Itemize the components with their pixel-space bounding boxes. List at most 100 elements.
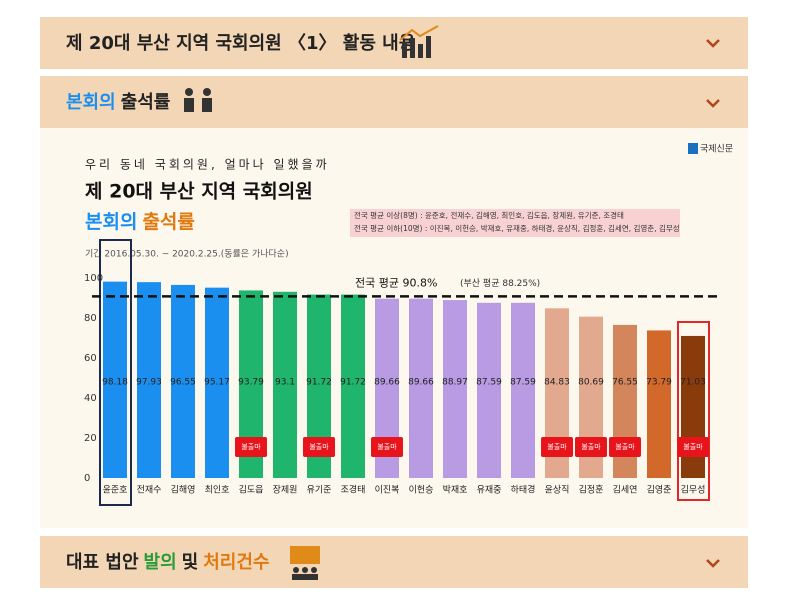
reference-note: (부산 평균 88.25%) (460, 278, 540, 289)
section-bar[interactable] (40, 76, 748, 128)
title-part: 발의 (144, 552, 177, 573)
chart: 우리 동네 국회의원, 얼마나 일했을까 제 20대 부산 지역 국회의원 본회… (84, 143, 733, 506)
x-tick-label: 이헌승 (409, 485, 434, 496)
chevron[interactable] (706, 39, 720, 48)
y-tick-label: 20 (84, 433, 97, 444)
y-tick-label: 0 (84, 473, 90, 484)
bar (103, 281, 127, 478)
value-label: 76.55 (612, 378, 638, 388)
period: 기간 2016.05.30. ~ 2020.2.25.(동률은 가나다순) (85, 249, 289, 260)
x-tick-label: 김해영 (171, 484, 196, 496)
chart-kicker: 우리 동네 국회의원, 얼마나 일했을까 (85, 158, 330, 172)
bar (409, 298, 433, 478)
x-tick-label: 김정훈 (579, 484, 604, 496)
tag-box (609, 437, 641, 457)
bar (137, 282, 161, 478)
y-tick-label: 60 (84, 353, 97, 364)
x-tick-label: 최인호 (205, 485, 230, 496)
x-tick-label: 김세연 (613, 484, 638, 496)
value-label: 97.93 (136, 378, 162, 388)
bar (477, 302, 501, 478)
chart-icon (399, 25, 439, 58)
bar (341, 294, 365, 478)
tag: 불출마 (377, 442, 397, 451)
value-label: 98.18 (102, 378, 128, 388)
subtitle-part: 본회의 (85, 211, 137, 233)
value-label: 93.1 (275, 378, 295, 388)
tag: 불출마 (683, 442, 703, 451)
y-tick-label: 80 (84, 313, 97, 324)
bar (205, 287, 229, 478)
people-icon (184, 88, 212, 112)
bar (443, 300, 467, 478)
tag-box (575, 437, 607, 457)
highlight-box (677, 321, 710, 501)
legend-line: 전국 평균 이하(10명) : 이진복, 이헌승, 박재호, 유재중, 하태경,… (354, 223, 680, 233)
x-tick-label: 조경태 (341, 484, 366, 496)
value-label: 88.97 (442, 378, 468, 388)
value-label: 80.69 (578, 378, 604, 388)
subtitle-part: 출석률 (142, 211, 194, 233)
value-label: 96.55 (170, 378, 196, 388)
highlight-box (99, 239, 132, 506)
logo-mark (688, 143, 698, 154)
bar (273, 291, 297, 478)
x-tick-label: 유재중 (477, 485, 502, 496)
header-title: 제 20대 부산 지역 국회의원 〈1〉 활동 내용 (66, 33, 415, 54)
title-part: 본회의 (66, 92, 116, 113)
chart-title: 제 20대 부산 지역 국회의원 (85, 181, 313, 203)
tag-box (541, 437, 573, 457)
tag: 불출마 (309, 442, 329, 451)
value-label: 73.79 (646, 378, 672, 388)
tag-box (303, 437, 335, 457)
tag: 불출마 (615, 442, 635, 451)
x-tick-label: 윤준호 (103, 485, 128, 496)
tag-box (371, 437, 403, 457)
title-part: 출석률 (121, 92, 171, 113)
x-tick-label: 이진복 (375, 485, 400, 496)
value-label: 84.83 (544, 378, 570, 388)
title-part: 대표 법안 (66, 552, 139, 573)
section-bar[interactable] (40, 536, 748, 588)
x-tick-label: 장제원 (273, 485, 298, 496)
value-label: 91.72 (306, 378, 332, 388)
bar (647, 330, 671, 478)
bar (171, 284, 195, 478)
value-label: 93.79 (238, 378, 264, 388)
chart-subtitle: 본회의 출석률 (85, 211, 195, 233)
tag-box (677, 437, 709, 457)
section-title: 본회의 출석률 (66, 92, 170, 113)
x-tick-label: 유기준 (307, 485, 332, 496)
value-label: 95.17 (204, 378, 230, 388)
section-title: 대표 법안 발의 및 처리건수 (66, 552, 269, 573)
value-label: 87.59 (510, 378, 536, 388)
title-part: 및 (182, 552, 199, 573)
legend-box (350, 209, 680, 237)
x-tick-label: 김영춘 (647, 484, 672, 496)
tag-box (235, 437, 267, 457)
chevron[interactable] (706, 99, 720, 108)
value-label: 89.66 (408, 378, 434, 388)
x-tick-label: 박재호 (443, 485, 468, 496)
tag: 불출마 (547, 442, 567, 451)
chevron[interactable] (706, 559, 720, 568)
bar (511, 302, 535, 478)
value-label: 89.66 (374, 378, 400, 388)
value-label: 87.59 (476, 378, 502, 388)
y-tick-label: 100 (84, 273, 103, 284)
value-label: 71.03 (680, 378, 706, 388)
tag: 불출마 (241, 442, 261, 451)
header-bar[interactable] (40, 17, 748, 69)
x-tick-label: 하태경 (511, 484, 536, 496)
value-label: 91.72 (340, 378, 366, 388)
source: 국제신문 (700, 144, 733, 155)
tag: 불출마 (581, 442, 601, 451)
y-tick-label: 40 (84, 393, 97, 404)
legend-line: 전국 평균 이상(8명) : 윤준호, 전재수, 김해영, 최인호, 김도읍, … (354, 210, 624, 220)
x-tick-label: 김도읍 (239, 484, 264, 496)
title-part: 처리건수 (203, 552, 269, 573)
board-icon (290, 546, 320, 580)
x-tick-label: 윤상직 (545, 485, 570, 496)
x-tick-label: 김무성 (681, 484, 706, 496)
